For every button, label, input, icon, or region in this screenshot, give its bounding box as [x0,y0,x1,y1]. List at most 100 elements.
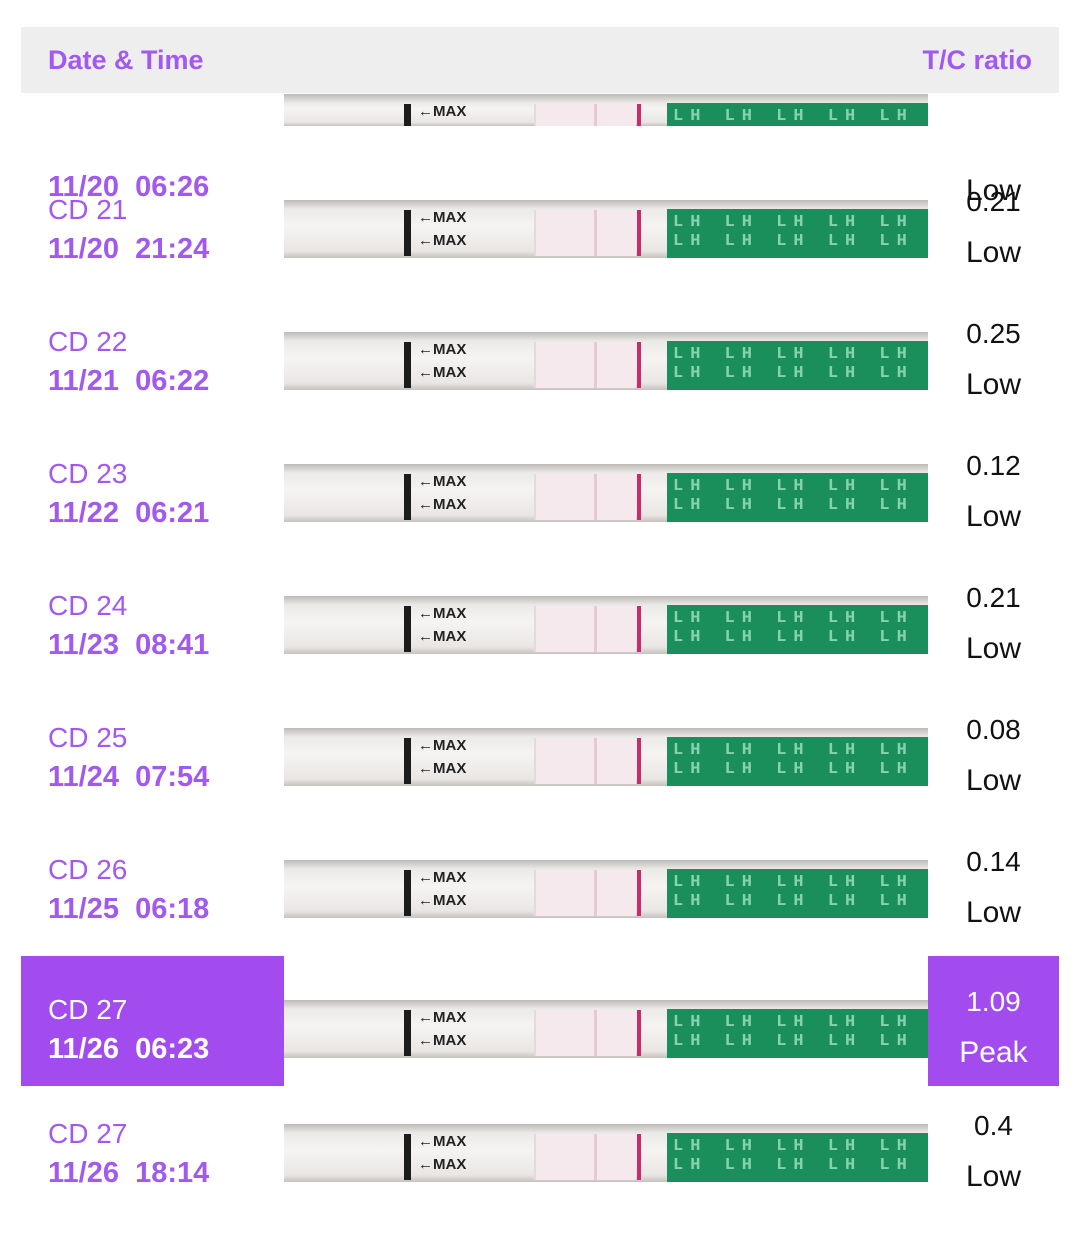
date-time-cell: CD 24 11/23 08:41 [21,552,284,682]
date-time-cell: CD 27 11/26 06:23 [21,956,284,1086]
test-row[interactable]: CD 21 11/20 21:24 ←MAX ←MAX LH LH LH LH LH… [21,156,1059,286]
test-line [594,606,597,652]
date-time-cell: CD 27 11/26 18:14 [21,1080,284,1210]
test-row[interactable]: 11/20 06:26 ←MAX ←MAX LH LH LH LH LH LH LH… [21,94,1059,224]
max-line-label: ←MAX [418,1133,467,1150]
lh-pattern-row: LH LH LH LH LH LH LH [673,213,928,232]
date-text: 11/26 [48,1033,119,1065]
test-line [594,1134,597,1180]
strip-divider [534,474,537,520]
date-time-cell: CD 21 11/20 21:24 [21,156,284,286]
tc-ratio-cell: 0.14 Low [928,816,1059,946]
strip-divider [534,210,537,256]
test-line [594,210,597,256]
max-line-label: ←MAX [418,232,467,249]
strip-divider [534,342,537,388]
tc-ratio-cell: 0.25 Low [928,288,1059,418]
tc-ratio-column-header[interactable]: T/C ratio [922,45,1032,75]
result-window [536,1134,636,1180]
strip-divider [534,1010,537,1056]
lh-pattern-row: LH LH LH LH LH LH LH [673,364,928,383]
max-line-label: ←MAX [418,1009,467,1026]
strip-handle-mark [404,104,411,126]
time-text: 06:26 [135,171,210,203]
date-text: 11/23 [48,629,119,661]
date-time-stamp: 11/21 06:22 [48,365,209,398]
control-line [637,104,641,126]
strip-handle-mark [404,1134,411,1180]
date-text: 11/20 [48,171,119,203]
date-time-stamp: 11/22 06:21 [48,497,209,530]
control-line [637,738,641,784]
lh-pattern-row: LH LH LH LH LH LH LH [673,477,928,496]
cycle-day-label: CD 22 [48,326,128,357]
control-line [637,210,641,256]
lh-pattern-row: LH LH LH LH LH LH LH [673,873,928,892]
result-window [536,210,636,256]
time-text: 06:22 [135,365,210,397]
date-time-cell: CD 26 11/25 06:18 [21,816,284,946]
result-window [536,606,636,652]
strip-divider [534,104,537,126]
tc-ratio-cell: 0.21 Low [928,156,1059,286]
lh-pattern-row: LH LH LH LH LH LH LH [673,628,928,647]
test-row[interactable]: CD 26 11/25 06:18 ←MAX ←MAX LH LH LH LH LH… [21,816,1059,946]
date-time-cell: CD 22 11/21 06:22 [21,288,284,418]
time-text: 18:14 [135,1157,210,1189]
date-text: 11/20 [48,233,119,265]
control-line [637,1134,641,1180]
lh-pattern-row: LH LH LH LH LH LH LH [673,1156,928,1175]
max-line-label: ←MAX [418,737,467,754]
strip-handle-mark [404,606,411,652]
time-text: 07:54 [135,761,210,793]
lh-pattern-row: LH LH LH LH LH LH LH [673,892,928,911]
test-row[interactable]: CD 24 11/23 08:41 ←MAX ←MAX LH LH LH LH LH… [21,552,1059,682]
lh-level: Low [965,632,1022,665]
tc-ratio-value: 0.21 [966,582,1021,613]
lh-pattern-row: LH LH LH LH LH LH LH [673,1013,928,1032]
date-time-column-header[interactable]: Date & Time [48,45,204,75]
lh-pattern-row: LH LH LH LH LH LH LH [673,1032,928,1051]
max-line-label: ←MAX [418,605,467,622]
lh-level: Low [965,174,1022,207]
tc-ratio-value: 0.4 [974,1110,1013,1141]
test-row[interactable]: CD 27 11/26 18:14 ←MAX ←MAX LH LH LH LH LH… [21,1080,1059,1210]
test-row[interactable]: CD 23 11/22 06:21 ←MAX ←MAX LH LH LH LH LH… [21,420,1059,550]
max-line-label: ←MAX [418,364,467,381]
control-line [637,474,641,520]
date-time-stamp: 11/26 18:14 [48,1157,209,1190]
control-line [637,606,641,652]
test-row-peak[interactable]: CD 27 11/26 06:23 ←MAX ←MAX LH LH LH LH LH… [21,956,1059,1086]
result-window [536,342,636,388]
max-line-label: ←MAX [418,473,467,490]
strip-handle-mark [404,210,411,256]
max-line-label: ←MAX [418,209,467,226]
test-row[interactable]: CD 22 11/21 06:22 ←MAX ←MAX LH LH LH LH LH… [21,288,1059,418]
test-row[interactable]: CD 25 11/24 07:54 ←MAX ←MAX LH LH LH LH LH… [21,684,1059,814]
lh-level: Peak [959,1036,1028,1069]
tc-ratio-cell: 0.4 Low [928,1080,1059,1210]
result-window [536,738,636,784]
tc-ratio-cell: 0.12 Low [928,420,1059,550]
lh-pattern-row: LH LH LH LH LH LH LH [673,107,928,126]
time-text: 21:24 [135,233,210,265]
time-text: 06:21 [135,497,210,529]
test-line [594,870,597,916]
date-time-stamp: 11/26 06:23 [48,1033,209,1066]
lh-pattern-row: LH LH LH LH LH LH LH [673,496,928,515]
max-line-label: ←MAX [418,760,467,777]
time-text: 06:23 [135,1033,210,1065]
